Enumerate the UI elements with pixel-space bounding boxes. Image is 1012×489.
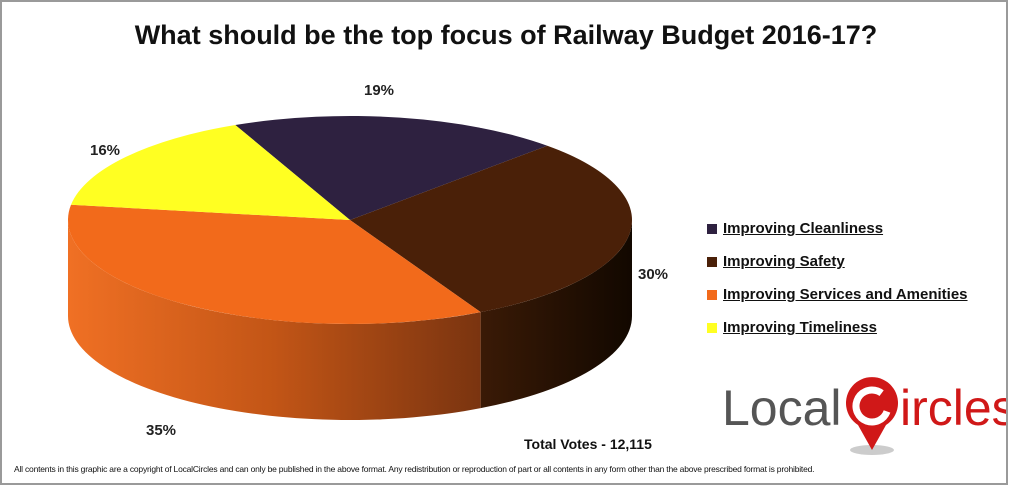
data-label-services: 35% [146, 422, 177, 439]
legend-swatch [707, 322, 717, 333]
legend-item-timeliness: Improving Timeliness [707, 311, 968, 344]
copyright-footer: All contents in this graphic are a copyr… [14, 464, 815, 474]
legend-item-services: Improving Services and Amenities [707, 278, 968, 311]
legend-swatch [707, 256, 717, 267]
legend-label: Improving Cleanliness [723, 220, 884, 237]
pie-side-services [68, 220, 481, 420]
logo-text-circles: ircles [900, 380, 1008, 436]
legend-label: Improving Timeliness [723, 319, 877, 336]
total-votes: Total Votes - 12,115 [524, 436, 652, 452]
legend-label: Improving Safety [723, 253, 845, 270]
legend-item-safety: Improving Safety [707, 245, 968, 278]
pie-slice-cleanliness [235, 116, 548, 220]
data-label-cleanliness: 19% [364, 82, 395, 99]
data-label-safety: 30% [638, 266, 669, 283]
localcircles-logo: Local ircles [722, 377, 1008, 455]
legend-swatch [707, 289, 717, 300]
pie-slice-safety [350, 145, 632, 313]
pie-side-safety [480, 220, 632, 409]
legend-label: Improving Services and Amenities [723, 286, 968, 303]
logo-text-local: Local [722, 380, 842, 436]
pie-slice-services [67, 204, 481, 324]
legend: Improving Cleanliness Improving Safety I… [707, 212, 968, 344]
data-label-timeliness: 16% [90, 142, 121, 159]
legend-swatch [707, 223, 717, 234]
legend-item-cleanliness: Improving Cleanliness [707, 212, 968, 245]
pie-slice-timeliness [71, 124, 350, 220]
chart-title: What should be the top focus of Railway … [134, 20, 878, 50]
